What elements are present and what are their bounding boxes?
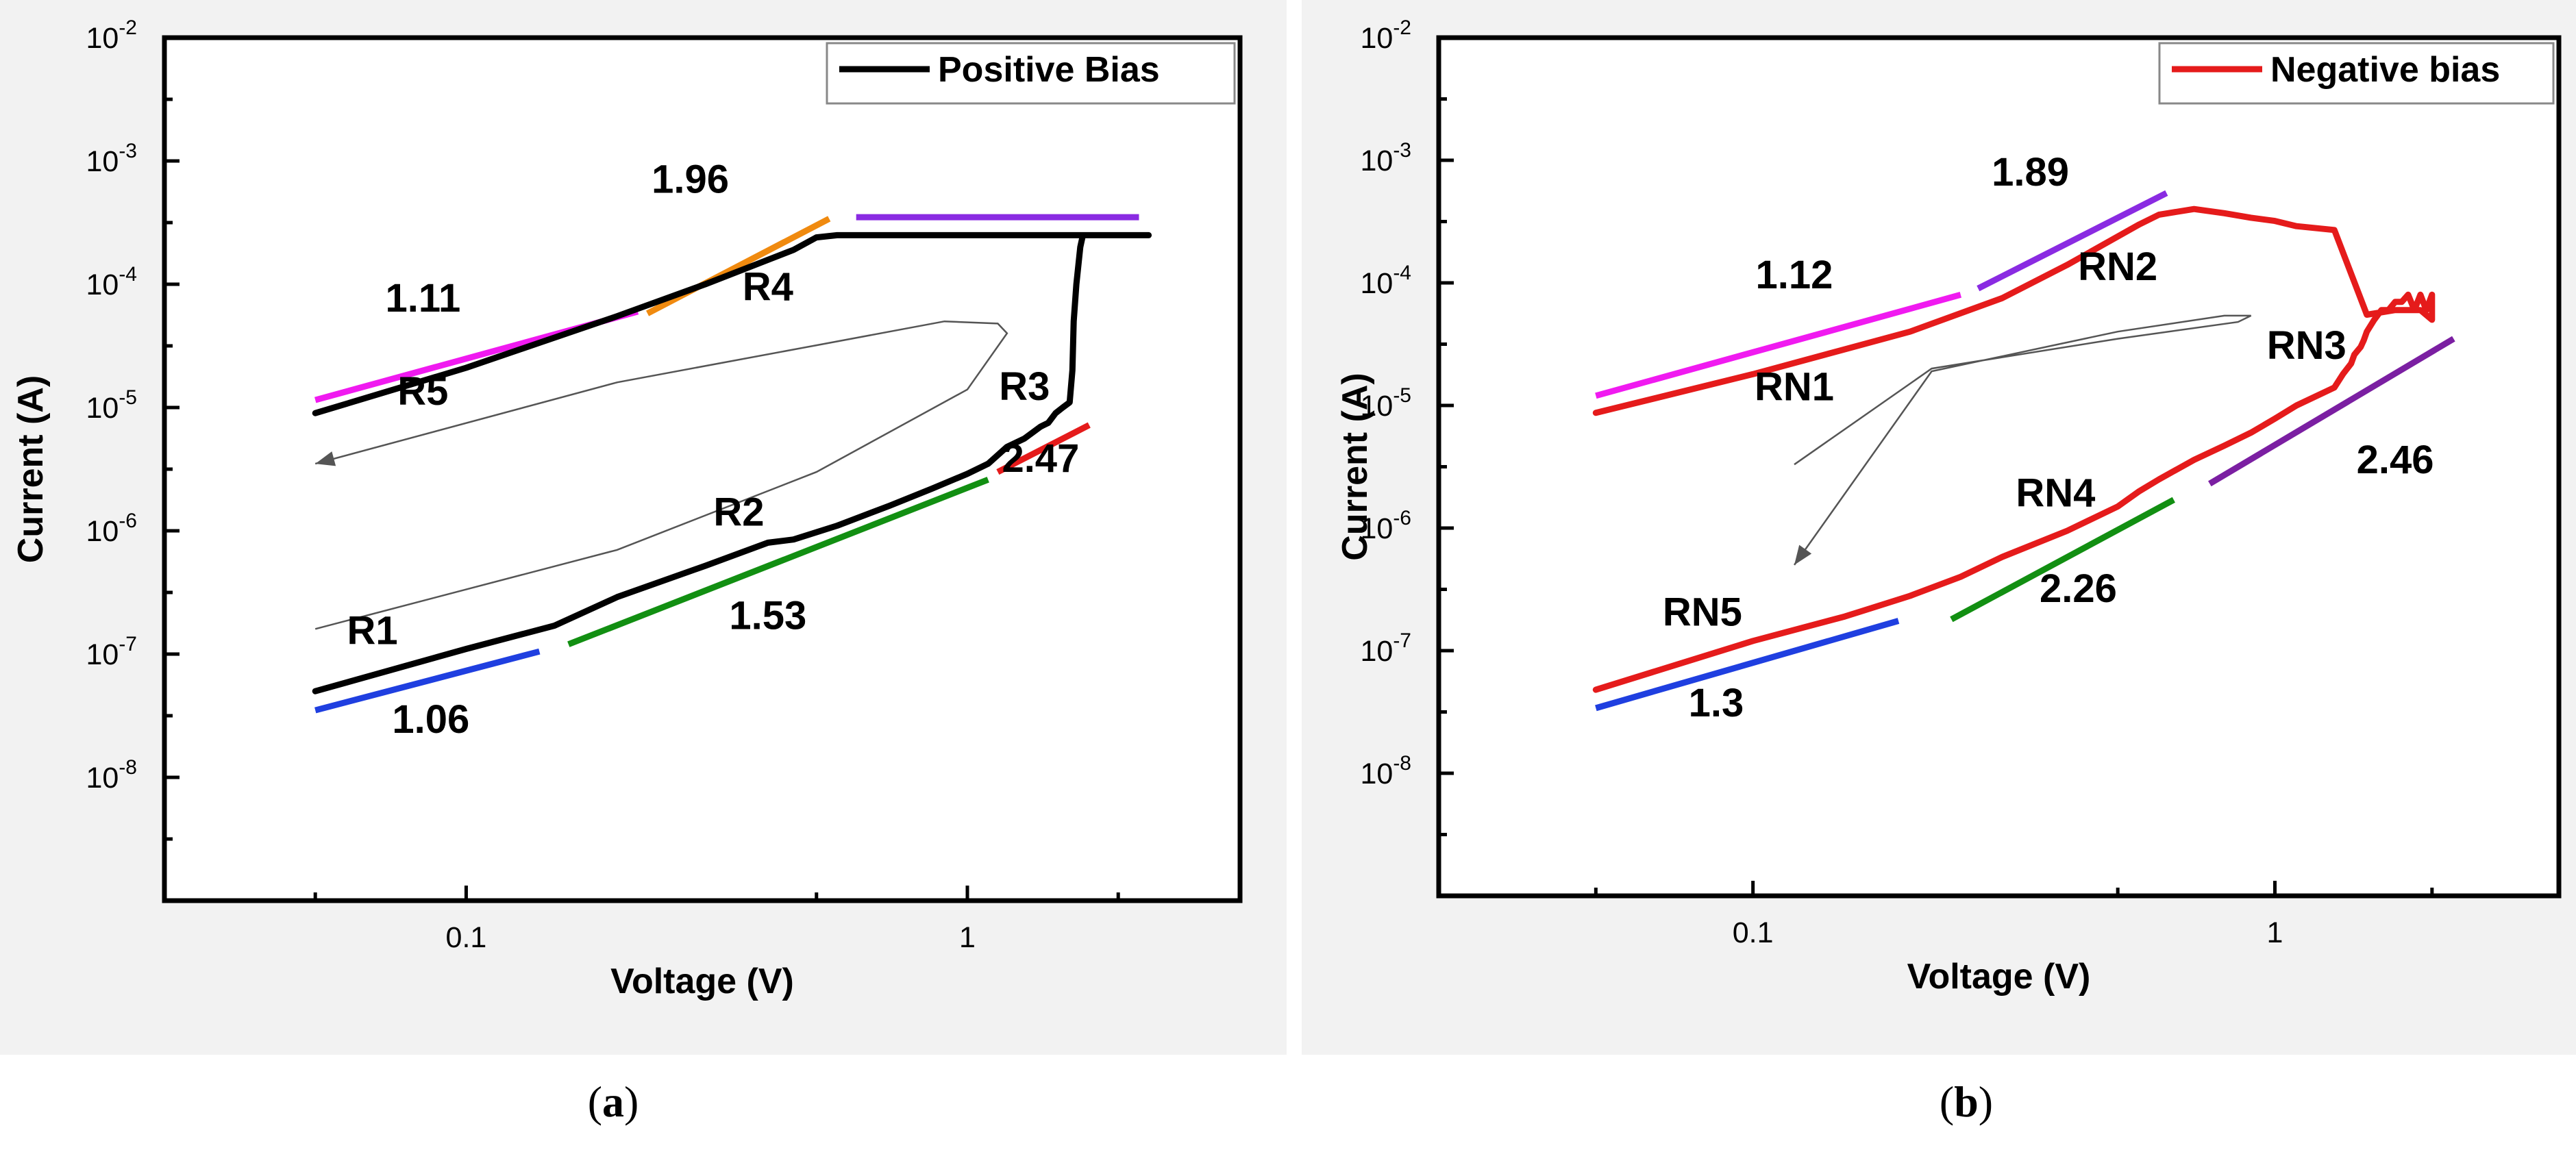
annotation-label: R3	[999, 364, 1050, 409]
annotation-label: R5	[397, 369, 448, 414]
y-tick-exponent: -5	[119, 386, 137, 409]
y-tick-label: 10-3	[86, 140, 137, 178]
y-tick-exponent: -6	[1393, 507, 1411, 529]
y-tick-label: 10-3	[1360, 139, 1411, 177]
annotation-label: RN5	[1663, 590, 1742, 634]
annotation-label: RN4	[2016, 471, 2095, 515]
annotation-label: 1.3	[1689, 681, 1744, 725]
y-tick-base: 10	[86, 638, 119, 671]
legend-box	[826, 42, 1236, 105]
y-axis-label: Current (A)	[1335, 373, 1375, 560]
y-tick-label: 10-2	[1360, 16, 1411, 55]
y-tick-label: 10-5	[1360, 384, 1411, 423]
annotation-label: 2.26	[2040, 566, 2117, 611]
annotation-label: R1	[347, 609, 397, 653]
y-tick-label: 10-4	[1360, 262, 1411, 300]
x-axis-label: Voltage (V)	[610, 962, 794, 1001]
legend-box	[2158, 42, 2555, 105]
fit-line-2-26	[1950, 497, 2175, 623]
plot-area	[1439, 38, 2559, 896]
y-tick-exponent: -6	[119, 510, 137, 532]
y-tick-base: 10	[1360, 22, 1393, 55]
series-line	[1592, 205, 2436, 693]
y-tick-label: 10-4	[86, 263, 137, 301]
y-tick-label: 10-6	[86, 510, 137, 548]
y-tick-label: 10-6	[1360, 507, 1411, 545]
y-tick-label: 10-2	[86, 16, 137, 55]
annotation-label: RN1	[1755, 365, 1834, 410]
y-tick-exponent: -3	[1393, 139, 1411, 162]
y-tick-exponent: -8	[119, 756, 137, 779]
plot-area	[164, 38, 1240, 901]
y-tick-label: 10-5	[86, 386, 137, 425]
y-tick-label: 10-7	[86, 633, 137, 671]
caption-a: (a)	[588, 1077, 639, 1126]
fit-line-2-47	[996, 422, 1091, 475]
y-tick-exponent: -5	[1393, 384, 1411, 407]
fit-line-1-96	[645, 216, 831, 316]
y-tick-base: 10	[86, 268, 119, 301]
y-tick-base: 10	[1360, 635, 1393, 668]
caption-b: (b)	[1940, 1077, 1993, 1126]
annotation-label: R4	[743, 265, 793, 310]
y-tick-base: 10	[1360, 757, 1393, 790]
y-tick-base: 10	[86, 22, 119, 55]
annotation-label: 2.47	[1002, 436, 1079, 481]
annotation-label: RN3	[2267, 323, 2346, 368]
y-tick-exponent: -3	[119, 140, 137, 162]
fit-line-1-3	[1595, 618, 1900, 712]
annotation-label: 1.12	[1756, 253, 1833, 297]
y-tick-label: 10-7	[1360, 629, 1411, 668]
y-tick-base: 10	[86, 392, 119, 425]
annotation-label: 1.53	[729, 593, 806, 638]
y-tick-base: 10	[1360, 390, 1393, 423]
chart-panel-b: 1.891.12 RN2RN1RN32.46RN42.26RN51.310-810…	[1335, 16, 2562, 997]
y-tick-exponent: -2	[1393, 16, 1411, 39]
annotation-label: 2.46	[2357, 438, 2434, 482]
y-tick-base: 10	[86, 145, 119, 178]
x-tick-label: 0.1	[446, 921, 487, 954]
y-tick-base: 10	[1360, 267, 1393, 300]
x-tick-label: 1	[2267, 916, 2283, 949]
y-axis-label: Current (A)	[11, 375, 51, 563]
x-tick-label: 0.1	[1733, 916, 1774, 949]
fit-line-2-46	[2208, 336, 2455, 487]
series-line	[312, 231, 1152, 694]
annotation-label: 1.06	[392, 697, 469, 742]
y-tick-base: 10	[86, 762, 119, 794]
sweep-direction-arrowhead	[315, 451, 336, 466]
annotation-label: 1.89	[1992, 150, 2069, 195]
annotation-label: 1.11	[386, 276, 461, 321]
legend-label: Negative bias	[2270, 50, 2500, 90]
y-tick-exponent: -8	[1393, 752, 1411, 775]
fit-line-1-06	[314, 648, 541, 714]
sweep-direction-guide	[314, 320, 1008, 630]
annotation-label: R2	[713, 490, 764, 535]
annotation-label: RN2	[2078, 245, 2157, 289]
y-tick-exponent: -4	[1393, 262, 1411, 284]
fit-line-1-53	[567, 477, 989, 647]
x-tick-label: 1	[959, 921, 976, 954]
y-tick-exponent: -7	[1393, 629, 1411, 652]
y-tick-exponent: -2	[119, 16, 137, 39]
fit-line-1-89	[1977, 190, 2168, 292]
sweep-direction-arrowhead	[1794, 544, 1812, 565]
annotation-label: 1.96	[652, 158, 729, 202]
y-tick-label: 10-8	[1360, 752, 1411, 790]
y-tick-base: 10	[1360, 145, 1393, 177]
y-tick-exponent: -4	[119, 263, 137, 286]
y-tick-exponent: -7	[119, 633, 137, 655]
y-tick-label: 10-8	[86, 756, 137, 794]
y-tick-base: 10	[1360, 512, 1393, 545]
y-tick-base: 10	[86, 515, 119, 548]
x-axis-label: Voltage (V)	[1907, 957, 2091, 997]
legend-label: Positive Bias	[938, 50, 1160, 90]
sweep-direction-guide	[1793, 314, 2252, 566]
fit-line-1-12	[1595, 292, 1962, 399]
